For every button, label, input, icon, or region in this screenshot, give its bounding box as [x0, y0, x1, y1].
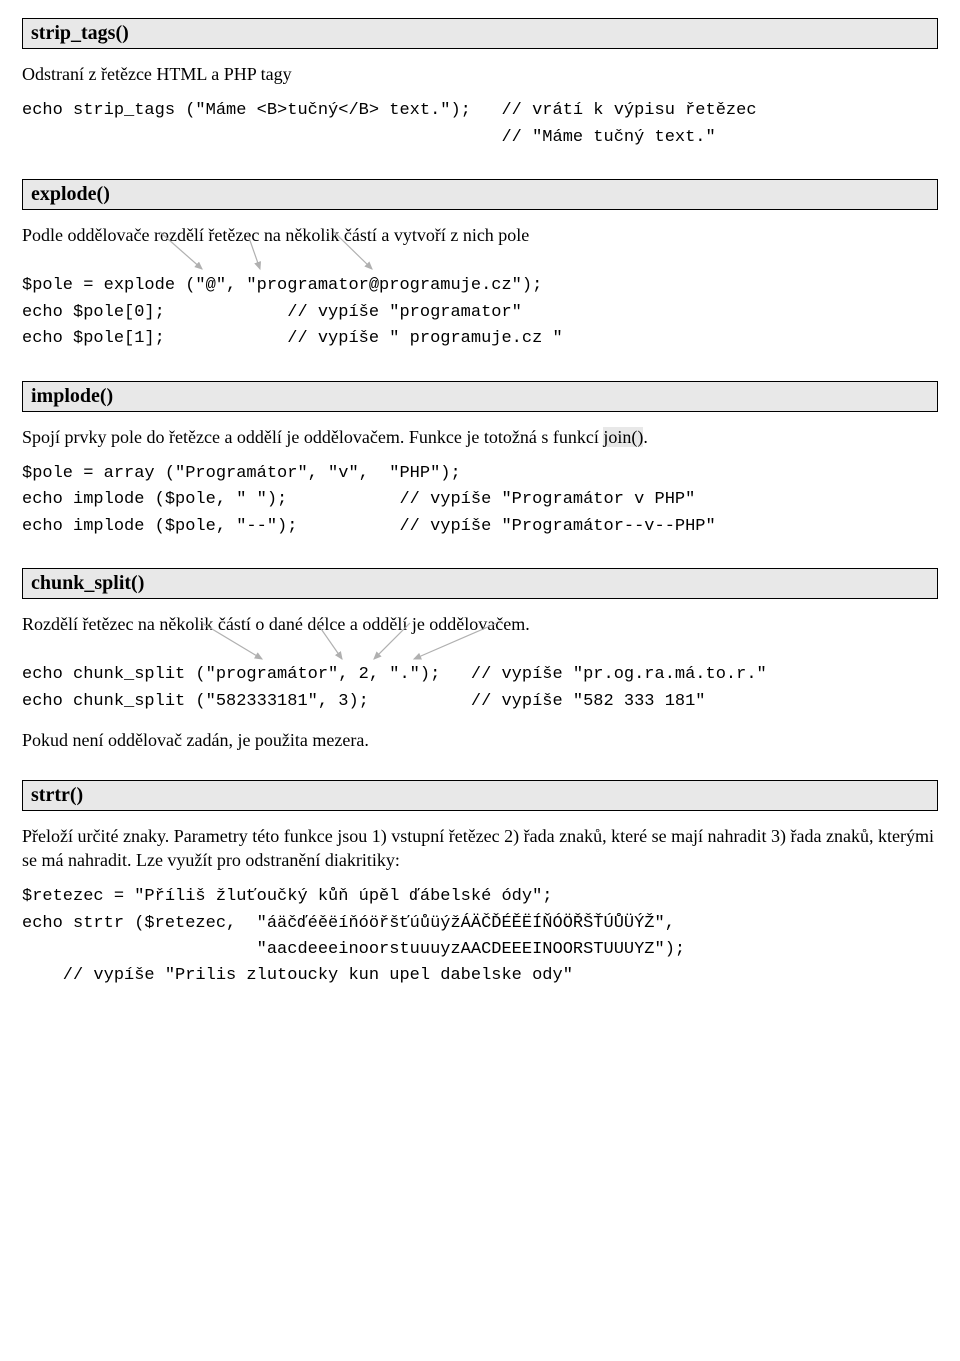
code-strip-tags: echo strip_tags ("Máme <B>tučný</B> text… [22, 98, 938, 151]
heading-chunk-split: chunk_split() [22, 568, 938, 599]
section-strip-tags: strip_tags() Odstraní z řetězce HTML a P… [22, 18, 938, 151]
desc-strip-tags: Odstraní z řetězce HTML a PHP tagy [22, 63, 938, 86]
chunk-split-arrow-area: Rozdělí řetězec na několik částí o dané … [22, 613, 938, 636]
explode-arrow-area: Podle oddělovače rozdělí řetězec na něko… [22, 224, 938, 247]
code-explode: $pole = explode ("@", "programator@progr… [22, 273, 938, 352]
code-chunk-split: echo chunk_split ("programátor", 2, ".")… [22, 662, 938, 715]
desc-chunk-split: Rozdělí řetězec na několik částí o dané … [22, 613, 938, 636]
desc-implode-post: . [643, 427, 648, 447]
desc-strtr: Přeloží určité znaky. Parametry této fun… [22, 825, 938, 872]
heading-strip-tags: strip_tags() [22, 18, 938, 49]
section-strtr: strtr() Přeloží určité znaky. Parametry … [22, 780, 938, 989]
section-implode: implode() Spojí prvky pole do řetězce a … [22, 381, 938, 540]
heading-implode: implode() [22, 381, 938, 412]
desc-implode: Spojí prvky pole do řetězce a oddělí je … [22, 426, 938, 449]
code-strtr: $retezec = "Příliš žluťoučký kůň úpěl ďá… [22, 884, 938, 989]
desc-implode-pre: Spojí prvky pole do řetězce a oddělí je … [22, 427, 603, 447]
section-explode: explode() Podle oddělovače rozdělí řetěz… [22, 179, 938, 352]
code-implode: $pole = array ("Programátor", "v", "PHP"… [22, 461, 938, 540]
heading-strtr: strtr() [22, 780, 938, 811]
desc-explode: Podle oddělovače rozdělí řetězec na něko… [22, 224, 938, 247]
section-chunk-split: chunk_split() Rozdělí řetězec na několik… [22, 568, 938, 752]
desc-implode-hl: join() [603, 427, 643, 447]
heading-explode: explode() [22, 179, 938, 210]
desc2-chunk-split: Pokud není oddělovač zadán, je použita m… [22, 729, 938, 752]
